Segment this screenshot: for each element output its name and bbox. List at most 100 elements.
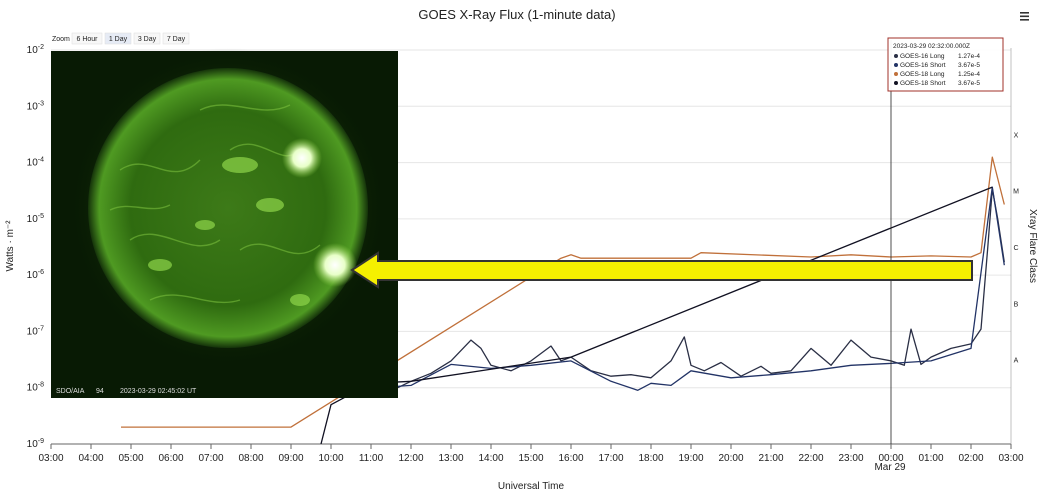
- flare-class-label: A: [1014, 358, 1019, 365]
- x-tick-label: 19:00: [678, 453, 703, 464]
- tooltip-series-value: 3.67e-5: [958, 62, 980, 69]
- y-tick-exp: -9: [38, 438, 44, 445]
- chart-title: GOES X-Ray Flux (1-minute data): [418, 7, 615, 22]
- flare-class-label: C: [1013, 245, 1018, 252]
- zoom-button-6-hour[interactable]: 6 Hour: [71, 32, 103, 45]
- x-tick-label: 04:00: [78, 453, 103, 464]
- x-tick-label: 22:00: [798, 453, 823, 464]
- tooltip-series-value: 1.27e-4: [958, 53, 980, 60]
- x-tick-label: 20:00: [718, 453, 743, 464]
- inset-caption-wavelength: 94: [96, 388, 104, 395]
- tooltip-series-name: GOES-16 Short: [900, 62, 946, 69]
- y-tick-base: 10: [27, 214, 39, 225]
- sdo-aia-sun-image: SDO/AIA 94 2023-03-29 02:45:02 UT: [51, 48, 398, 398]
- y-tick-base: 10: [27, 270, 39, 281]
- y-tick-label: 10-4: [27, 157, 44, 169]
- flare-class-label: M: [1013, 189, 1019, 196]
- tooltip-series-value: 1.25e-4: [958, 71, 980, 78]
- y-tick-base: 10: [27, 45, 39, 56]
- y-tick-exp: -4: [38, 157, 44, 164]
- zoom-button-3-day[interactable]: 3 Day: [133, 32, 161, 45]
- x-tick-label: 23:00: [838, 453, 863, 464]
- y-tick-label: 10-3: [27, 100, 44, 112]
- y-tick-exp: -5: [38, 213, 44, 220]
- x-axis-label: Universal Time: [498, 481, 565, 492]
- flare-class-axis: Xray Flare Class X M C B A: [1013, 132, 1038, 364]
- solar-disk: [88, 68, 368, 348]
- tooltip-marker: [894, 81, 898, 85]
- y-axis-label: Watts · m⁻²: [5, 220, 16, 272]
- active-region-ne: [282, 138, 322, 178]
- series-line-goes-16-long: [377, 188, 1005, 389]
- zoom-control: Zoom 6 Hour 1 Day 3 Day 7 Day: [52, 32, 190, 45]
- flare-class-label: B: [1014, 301, 1019, 308]
- x-tick-label: 18:00: [638, 453, 663, 464]
- y-tick-label: 10-9: [27, 438, 44, 450]
- y-tick-base: 10: [27, 158, 39, 169]
- series-line-goes-18-short: [320, 186, 993, 444]
- right-axis-label: Xray Flare Class: [1027, 209, 1038, 283]
- tooltip-marker: [894, 63, 898, 67]
- y-tick-label: 10-8: [27, 382, 44, 394]
- zoom-button-label: 6 Hour: [76, 36, 98, 43]
- axes: 10-210-310-410-510-610-710-810-903:00 04:…: [27, 44, 1024, 464]
- flare-class-label: X: [1014, 132, 1019, 139]
- zoom-button-1-day[interactable]: 1 Day: [104, 32, 132, 45]
- y-tick-base: 10: [27, 101, 39, 112]
- y-tick-exp: -7: [38, 325, 44, 332]
- tooltip-marker: [894, 72, 898, 76]
- tooltip: 2023-03-29 02:32:00.000Z GOES-16 Long 1.2…: [887, 37, 1004, 92]
- x-tick-label: 03:00: [998, 453, 1023, 464]
- y-tick-label: 10-6: [27, 269, 44, 281]
- zoom-button-label: 3 Day: [138, 36, 157, 43]
- zoom-button-bg: [104, 32, 132, 45]
- x-tick-label: 16:00: [558, 453, 583, 464]
- zoom-button-bg: [162, 32, 190, 45]
- x-tick-label: 15:00: [518, 453, 543, 464]
- y-tick-exp: -3: [38, 100, 44, 107]
- y-tick-label: 10-5: [27, 213, 44, 225]
- tooltip-series-name: GOES-18 Long: [900, 71, 945, 78]
- x-tick-label: 07:00: [198, 453, 223, 464]
- x-tick-label: 03:00: [38, 453, 63, 464]
- tooltip-time: 2023-03-29 02:32:00.000Z: [893, 43, 970, 50]
- y-tick-exp: -2: [38, 44, 44, 51]
- inset-caption-instrument: SDO/AIA: [56, 388, 85, 395]
- zoom-label: Zoom: [52, 36, 70, 43]
- zoom-button-7-day[interactable]: 7 Day: [162, 32, 190, 45]
- x-tick-label: 12:00: [398, 453, 423, 464]
- x-tick-label: 09:00: [278, 453, 303, 464]
- series-line-goes-16-short: [377, 186, 1005, 391]
- tooltip-series-value: 3.67e-5: [958, 80, 980, 87]
- y-tick-base: 10: [27, 326, 39, 337]
- x-tick-label: 10:00: [318, 453, 343, 464]
- tooltip-series-name: GOES-18 Short: [900, 80, 946, 87]
- zoom-button-bg: [71, 32, 103, 45]
- zoom-button-label: 7 Day: [167, 36, 186, 43]
- hamburger-menu-icon[interactable]: [1019, 10, 1031, 22]
- tooltip-marker: [894, 54, 898, 58]
- zoom-button-label: 1 Day: [109, 36, 128, 43]
- zoom-button-bg: [133, 32, 161, 45]
- y-tick-exp: -8: [38, 382, 44, 389]
- y-tick-exp: -6: [38, 269, 44, 276]
- x-tick-label: 05:00: [118, 453, 143, 464]
- active-region-flare: [313, 243, 357, 287]
- x-tick-label: 14:00: [478, 453, 503, 464]
- y-tick-label: 10-7: [27, 325, 44, 337]
- x-date-label: Mar 29: [874, 462, 906, 473]
- y-tick-label: 10-2: [27, 44, 44, 56]
- x-tick-label: 02:00: [958, 453, 983, 464]
- tooltip-series-name: GOES-16 Long: [900, 53, 945, 60]
- x-tick-label: 06:00: [158, 453, 183, 464]
- x-tick-label: 08:00: [238, 453, 263, 464]
- pointer-arrow: [350, 251, 973, 289]
- y-tick-base: 10: [27, 383, 39, 394]
- x-tick-label: 13:00: [438, 453, 463, 464]
- y-tick-base: 10: [27, 439, 39, 450]
- x-tick-label: 17:00: [598, 453, 623, 464]
- x-tick-label: 21:00: [758, 453, 783, 464]
- inset-caption-time: 2023-03-29 02:45:02 UT: [120, 388, 197, 395]
- x-tick-label: 00:00: [878, 453, 903, 464]
